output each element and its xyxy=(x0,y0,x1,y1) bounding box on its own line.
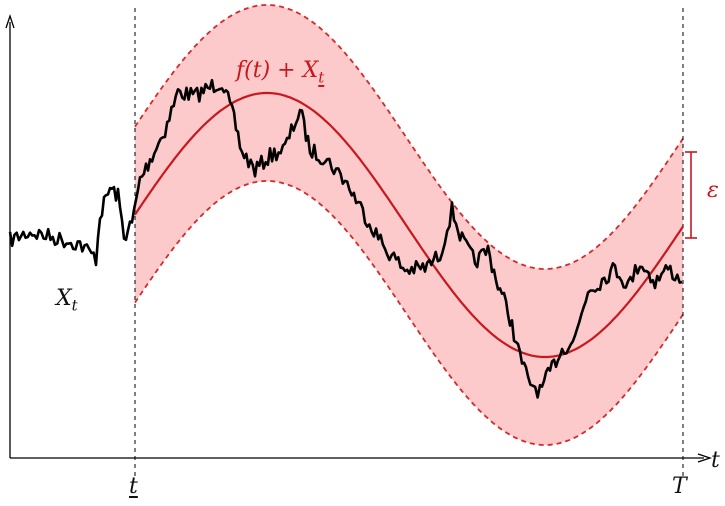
epsilon-bracket xyxy=(685,151,697,239)
tolerance-band xyxy=(135,5,683,445)
process-path xyxy=(8,78,683,399)
start-time-tick-label: t xyxy=(129,474,138,499)
curve-label: f(t) + Xt xyxy=(236,58,325,87)
time-axis-label: t xyxy=(711,448,720,473)
band-upper-edge xyxy=(134,4,684,270)
end-time-tick-label: T xyxy=(672,474,687,499)
target-curve xyxy=(134,91,684,359)
x-axis-arrow xyxy=(697,453,713,463)
process-label: Xt xyxy=(56,286,78,315)
y-axis-arrow xyxy=(5,13,15,29)
epsilon-label: ε xyxy=(707,178,719,203)
band-lower-edge xyxy=(134,180,684,446)
